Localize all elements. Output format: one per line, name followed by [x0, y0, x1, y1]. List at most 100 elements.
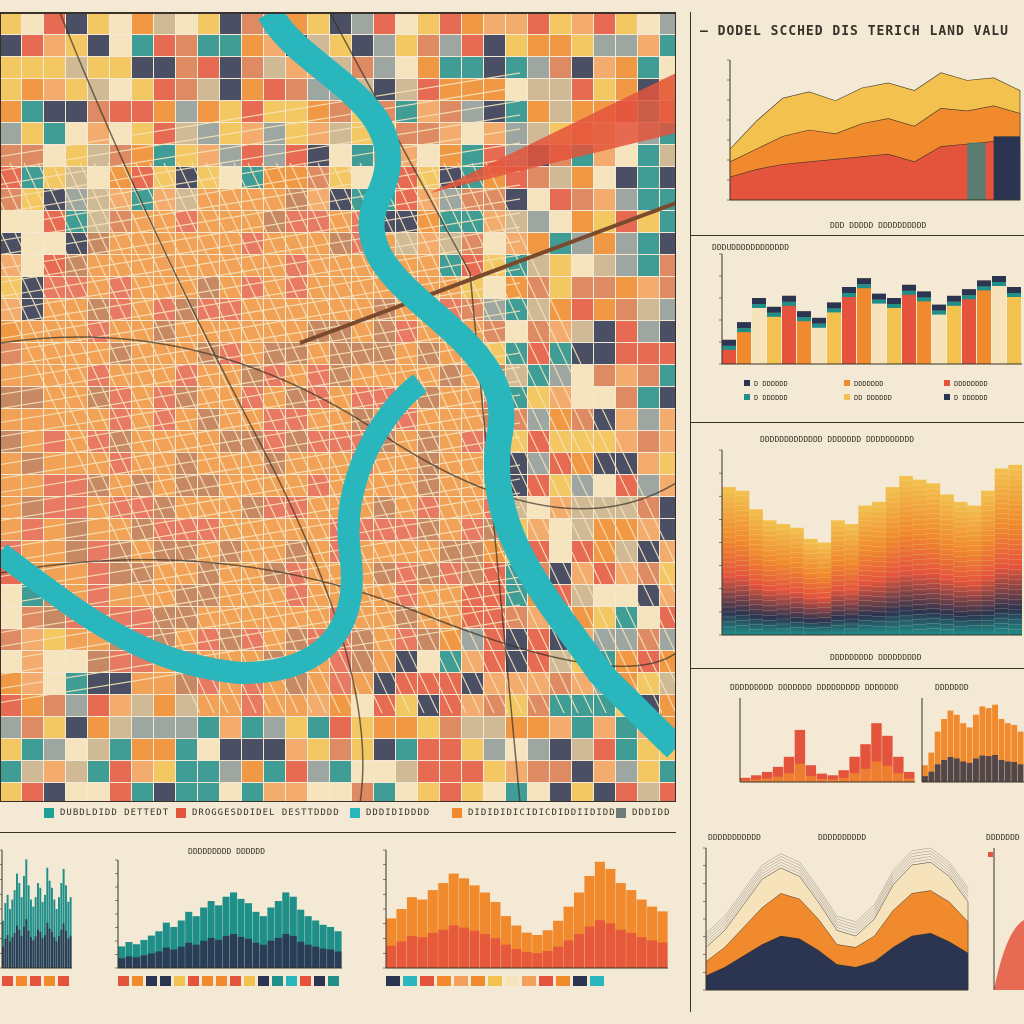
map-canvas[interactable] [0, 13, 676, 802]
map-parcel [110, 563, 131, 584]
bar [816, 773, 827, 782]
map-parcel [616, 629, 637, 650]
bar-base [998, 759, 1005, 782]
city-map[interactable] [0, 12, 676, 802]
map-parcel [176, 123, 197, 144]
bar [490, 901, 501, 968]
chart-plot [383, 849, 668, 986]
bar [237, 898, 245, 968]
legend-swatch [30, 976, 41, 986]
map-parcel [594, 13, 615, 34]
map-parcel [286, 783, 307, 801]
map-parcel [66, 563, 87, 584]
column-divider [690, 12, 691, 1012]
bar-band [977, 286, 991, 291]
bar [803, 538, 818, 635]
legend-swatch [844, 380, 850, 386]
chart-title: DDDUDDDDDDDDDDDD [712, 243, 789, 252]
chart-legend: D DDDDDD DDDDDDD DDDDDDDDD DDDDDD DD DDDDDD… [744, 380, 988, 402]
bar-base [816, 779, 827, 782]
section-divider [690, 668, 1024, 669]
map-parcel [374, 541, 395, 562]
bar-base [1017, 764, 1024, 782]
bar-cap [902, 284, 916, 291]
street [401, 162, 663, 714]
map-parcel [528, 167, 549, 188]
map-parcel [594, 277, 615, 298]
contour-line [705, 850, 969, 937]
map-parcel [550, 13, 571, 34]
map-parcel [88, 189, 109, 210]
map-parcel [22, 123, 43, 144]
bar [13, 890, 16, 968]
map-parcel [594, 629, 615, 650]
map-parcel [352, 673, 373, 694]
map-parcel [154, 343, 175, 364]
map-parcel [440, 145, 461, 166]
map-parcel [22, 13, 43, 34]
map-parcel [66, 123, 87, 144]
map-parcel [660, 145, 675, 166]
map-parcel [198, 123, 219, 144]
map-parcel [418, 79, 439, 100]
map-parcel [44, 35, 65, 56]
map-parcel [66, 13, 87, 34]
bar-base [553, 946, 564, 968]
legend-swatch [744, 394, 750, 400]
bar-base [953, 758, 960, 782]
river [258, 13, 675, 758]
map-parcel [22, 761, 43, 782]
map-legend-item: DIDIDIDICIDICDIDDIIDIDD [452, 808, 616, 818]
chart-plot [719, 253, 1022, 365]
bar [882, 735, 893, 782]
chart-title: DDDDDDDDDDDDD DDDDDDD DDDDDDDDDD [760, 435, 914, 444]
street [0, 212, 521, 298]
map-parcel [616, 475, 637, 496]
street [51, 162, 313, 714]
bar [469, 885, 480, 968]
map-parcel [22, 783, 43, 801]
map-parcel [110, 695, 131, 716]
legend-swatch [146, 976, 157, 986]
bar [605, 868, 616, 968]
legend-label: DDDDDDD [854, 380, 884, 388]
bar [282, 892, 290, 968]
bar-band [722, 345, 736, 350]
map-parcel [638, 167, 659, 188]
map-parcel [616, 761, 637, 782]
map-parcel [462, 783, 483, 801]
bar [16, 873, 18, 968]
map-parcel [550, 35, 571, 56]
legend-swatch [118, 976, 129, 986]
legend-label: D DDDDDD [754, 394, 788, 402]
map-parcel [242, 409, 263, 430]
street [0, 170, 257, 714]
map-parcel [484, 13, 505, 34]
map-parcel [264, 497, 285, 518]
map-parcel [308, 519, 329, 540]
map-parcel [660, 277, 675, 298]
bar-base [860, 768, 871, 782]
map-parcel [660, 211, 675, 232]
map-parcel [242, 79, 263, 100]
map-parcel [374, 475, 395, 496]
street [0, 394, 521, 480]
map-parcel [154, 123, 175, 144]
river [0, 374, 427, 685]
map-parcel [88, 299, 109, 320]
map-parcel [66, 79, 87, 100]
map-parcel [242, 35, 263, 56]
bar [574, 892, 585, 968]
map-parcel [286, 761, 307, 782]
map-parcel [132, 101, 153, 122]
map-parcel [616, 233, 637, 254]
map-parcel [418, 761, 439, 782]
street [0, 366, 521, 452]
bar [48, 880, 51, 968]
map-parcel [616, 57, 637, 78]
bar [304, 916, 312, 968]
map-parcel [286, 695, 307, 716]
bar [511, 925, 522, 968]
bar [162, 922, 170, 968]
map-parcel [0, 35, 21, 56]
